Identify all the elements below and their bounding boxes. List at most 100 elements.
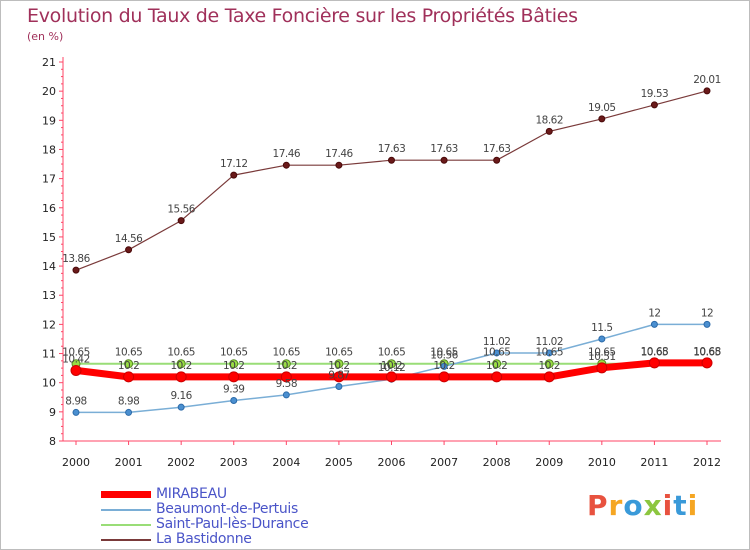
data-label: 10.42 xyxy=(62,353,90,365)
legend-swatch-la-bastidonne xyxy=(101,539,151,541)
data-label: 10.2 xyxy=(539,360,560,372)
chart-subtitle: (en %) xyxy=(27,30,64,43)
legend-item-saint-paul: Saint-Paul-lès-Durance xyxy=(101,516,361,532)
data-label: 9.16 xyxy=(170,390,192,402)
data-label: 17.63 xyxy=(378,143,406,155)
logo-letter: r xyxy=(608,489,624,522)
data-point xyxy=(544,359,554,369)
data-label: 10.68 xyxy=(693,346,721,358)
data-label: 10.2 xyxy=(328,360,349,372)
data-point xyxy=(650,320,658,328)
data-label: 10.2 xyxy=(170,360,191,372)
logo-letter: o xyxy=(623,489,644,522)
y-tick-label: 15 xyxy=(42,231,56,244)
data-point xyxy=(230,396,238,404)
x-tick-label: 2012 xyxy=(693,456,721,469)
data-label: 8.98 xyxy=(65,395,86,407)
y-tick-label: 21 xyxy=(42,56,56,69)
data-point xyxy=(123,371,135,383)
chart-title: Evolution du Taux de Taxe Foncière sur l… xyxy=(27,5,578,27)
x-tick-label: 2006 xyxy=(378,456,406,469)
data-label: 14.56 xyxy=(115,233,143,245)
legend-swatch-beaumont xyxy=(101,509,151,511)
data-label: 8.98 xyxy=(118,395,139,407)
x-tick-label: 2003 xyxy=(220,456,248,469)
data-label: 13.86 xyxy=(62,253,90,265)
y-tick-label: 10 xyxy=(42,377,56,390)
data-point xyxy=(334,359,344,369)
x-tick-label: 2007 xyxy=(430,456,458,469)
y-tick-label: 9 xyxy=(49,406,56,419)
data-label: 10.65 xyxy=(693,347,721,359)
data-point xyxy=(386,371,397,383)
legend-label-mirabeau: MIRABEAU xyxy=(156,486,227,502)
data-label: 20.01 xyxy=(693,74,721,86)
data-label: 9.39 xyxy=(223,383,244,395)
logo-letter: x xyxy=(643,489,663,522)
data-label: 10.2 xyxy=(486,360,507,372)
data-label: 10.2 xyxy=(433,360,454,372)
data-label: 11.5 xyxy=(591,322,612,334)
data-label: 10.65 xyxy=(62,347,90,359)
data-point xyxy=(125,408,133,416)
x-tick-label: 2002 xyxy=(167,456,195,469)
x-tick-label: 2010 xyxy=(588,456,616,469)
data-label: 11.02 xyxy=(483,336,511,348)
data-point xyxy=(440,156,448,164)
data-label: 12 xyxy=(701,307,713,319)
data-label: 9.87 xyxy=(328,369,349,381)
x-tick-label: 2005 xyxy=(325,456,353,469)
y-tick-label: 13 xyxy=(42,289,56,302)
data-point xyxy=(281,359,291,369)
data-label: 10.2 xyxy=(381,360,402,372)
logo-letter: t xyxy=(673,489,688,522)
logo-letter: P xyxy=(587,489,609,522)
legend-label-saint-paul: Saint-Paul-lès-Durance xyxy=(156,516,309,532)
data-point xyxy=(438,371,450,383)
data-label: 10.51 xyxy=(588,351,616,363)
data-label: 10.65 xyxy=(220,347,248,359)
data-point xyxy=(650,101,658,109)
y-tick-label: 17 xyxy=(42,173,56,186)
data-point xyxy=(125,246,133,254)
data-label: 9.58 xyxy=(276,378,297,390)
data-point xyxy=(493,349,501,357)
legend-item-la-bastidonne: La Bastidonne xyxy=(101,531,361,547)
data-point xyxy=(229,359,239,369)
data-label: 10.65 xyxy=(378,347,406,359)
data-labels: 13.86 14.56 15.56 17.12 17.46 17.46 17.63 17.63… xyxy=(62,74,721,408)
data-point xyxy=(648,357,660,369)
x-tick-label: 2011 xyxy=(640,456,668,469)
data-label: 10.65 xyxy=(641,347,669,359)
axes: 8 9 10 11 12 13 14 15 16 17 18 19 20 21 2000 2001 2002 20… xyxy=(42,56,721,469)
data-label: 10.65 xyxy=(483,347,511,359)
data-point xyxy=(230,171,238,179)
data-point xyxy=(703,320,711,328)
data-point xyxy=(70,364,82,376)
x-tick-label: 2008 xyxy=(483,456,511,469)
data-point xyxy=(545,127,553,135)
logo-letter: i xyxy=(687,489,699,522)
data-point xyxy=(228,371,240,383)
x-tick-label: 2000 xyxy=(62,456,90,469)
data-point xyxy=(492,359,502,369)
data-point xyxy=(701,357,713,369)
data-label: 10.65 xyxy=(167,347,195,359)
data-label: 10.65 xyxy=(115,347,143,359)
data-label: 10.65 xyxy=(430,347,458,359)
y-tick-label: 20 xyxy=(42,85,56,98)
data-label: 17.46 xyxy=(273,148,301,160)
data-point xyxy=(598,335,606,343)
data-label: 12 xyxy=(648,307,660,319)
data-label: 17.46 xyxy=(325,148,353,160)
data-point xyxy=(491,371,503,383)
data-point xyxy=(440,362,448,370)
y-tick-label: 14 xyxy=(42,260,56,273)
logo-letter: i xyxy=(662,489,674,522)
data-point xyxy=(598,115,606,123)
data-point xyxy=(280,371,292,383)
y-tick-label: 8 xyxy=(49,435,56,448)
data-point xyxy=(543,371,555,383)
